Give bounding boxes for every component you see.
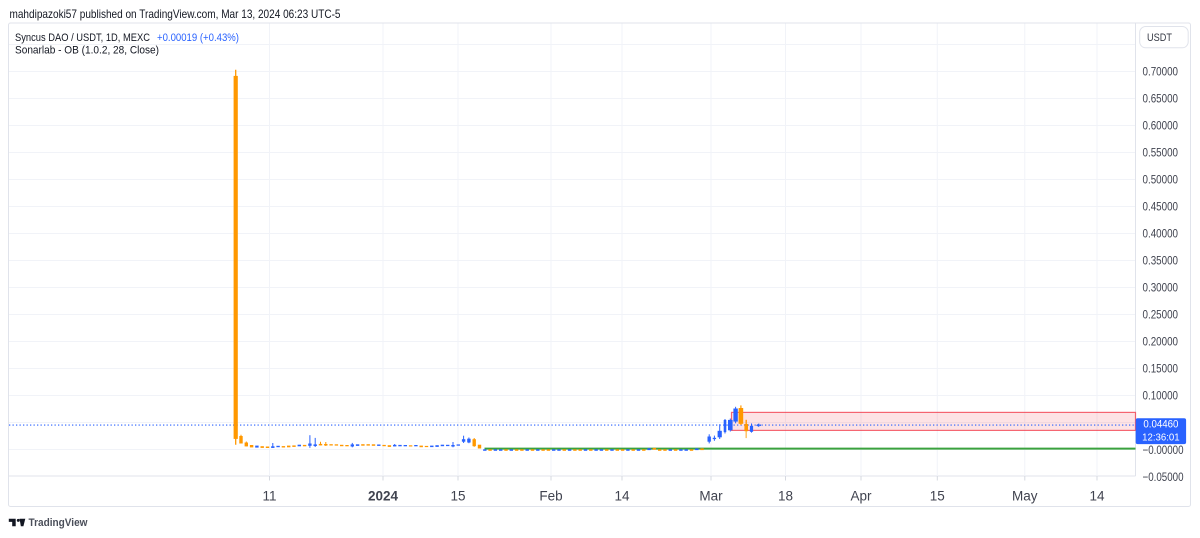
svg-text:−0.05000: −0.05000 [1143,470,1184,484]
svg-text:14: 14 [1089,489,1105,504]
svg-text:12:36:01: 12:36:01 [1142,432,1180,444]
svg-text:Mar: Mar [699,489,723,504]
svg-text:0.70000: 0.70000 [1143,65,1179,79]
svg-text:mahdipazoki57 published on Tra: mahdipazoki57 published on TradingView.c… [10,7,341,21]
svg-text:14: 14 [614,489,630,504]
svg-text:USDT: USDT [1147,32,1172,44]
svg-text:18: 18 [778,489,793,504]
svg-text:0.55000: 0.55000 [1143,146,1179,160]
svg-text:Apr: Apr [850,489,872,504]
svg-text:15: 15 [930,489,945,504]
svg-text:Syncus DAO / USDT, 1D, MEXC: Syncus DAO / USDT, 1D, MEXC [15,32,150,44]
svg-text:0.50000: 0.50000 [1143,173,1179,187]
svg-text:0.45000: 0.45000 [1143,200,1179,214]
svg-text:2024: 2024 [368,489,399,504]
svg-text:TradingView: TradingView [29,517,88,529]
svg-text:0.15000: 0.15000 [1143,362,1179,376]
svg-text:15: 15 [450,489,465,504]
svg-text:Feb: Feb [539,489,562,504]
svg-text:0.40000: 0.40000 [1143,227,1179,241]
svg-text:11: 11 [262,489,276,504]
svg-text:+0.00019 (+0.43%): +0.00019 (+0.43%) [157,32,239,44]
svg-text:0.30000: 0.30000 [1143,281,1179,295]
svg-text:Sonarlab - OB (1.0.2, 28, Clos: Sonarlab - OB (1.0.2, 28, Close) [15,45,159,57]
svg-text:0.35000: 0.35000 [1143,254,1179,268]
svg-text:0.04460: 0.04460 [1143,419,1178,431]
svg-text:0.65000: 0.65000 [1143,92,1179,106]
svg-text:0.20000: 0.20000 [1143,335,1179,349]
svg-text:0.25000: 0.25000 [1143,308,1179,322]
svg-text:May: May [1012,489,1038,504]
svg-text:0.10000: 0.10000 [1143,389,1179,403]
svg-text:0.60000: 0.60000 [1143,119,1179,133]
svg-text:−0.00000: −0.00000 [1143,443,1184,457]
